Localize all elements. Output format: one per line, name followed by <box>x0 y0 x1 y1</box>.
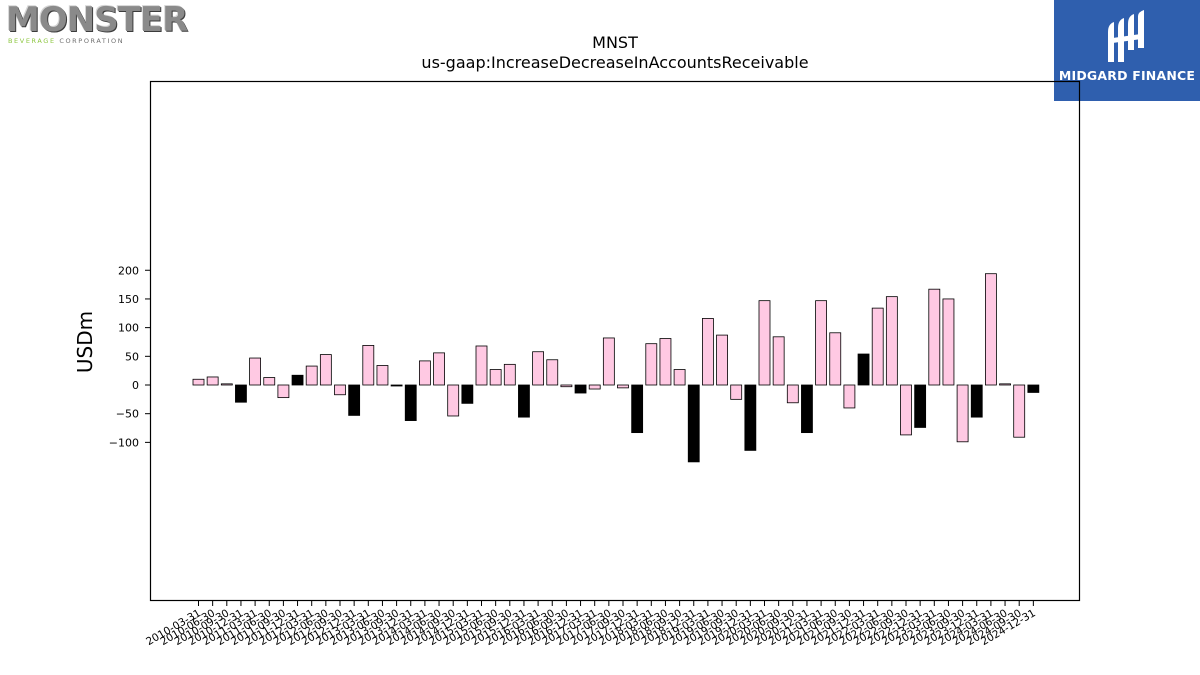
bars-group <box>192 273 1040 463</box>
bar-2014-06-30 <box>433 352 445 386</box>
bar-2022-06-30 <box>885 296 898 386</box>
midgard-finance-logo: MIDGARD FINANCE <box>1054 0 1200 101</box>
midgard-finance-name: MIDGARD FINANCE <box>1058 68 1196 83</box>
bar-2017-03-31 <box>588 384 601 390</box>
bar-2023-06-30 <box>942 298 955 386</box>
bar-2010-03-31 <box>192 378 205 386</box>
y-tick-label: 100 <box>118 322 139 335</box>
bar-2021-03-31 <box>815 300 827 386</box>
bar-2014-03-31 <box>418 360 431 386</box>
bar-2024-09-30 <box>1013 384 1026 438</box>
bar-2015-03-31 <box>475 345 488 386</box>
bar-2022-12-31 <box>914 384 927 428</box>
bar-2017-06-30 <box>602 337 615 386</box>
bar-2010-09-30 <box>220 383 233 386</box>
bar-2011-09-30 <box>277 384 290 399</box>
bar-2019-09-30 <box>730 384 743 400</box>
bar-2017-12-31 <box>631 384 644 434</box>
bar-2013-12-31 <box>404 384 417 421</box>
bar-2020-12-31 <box>801 384 813 434</box>
bar-2018-09-30 <box>673 369 686 386</box>
monster-logo: MONSTER BEVERAGE CORPORATION <box>4 0 188 46</box>
bar-2024-03-31 <box>985 273 997 386</box>
bar-2013-03-31 <box>362 345 375 386</box>
bar-2021-06-30 <box>829 332 842 386</box>
bar-2019-03-31 <box>702 318 714 386</box>
y-tick-label: 0 <box>132 379 139 392</box>
bar-2015-06-30 <box>489 369 502 386</box>
bar-2013-06-30 <box>376 365 389 386</box>
bar-2012-09-30 <box>334 384 346 396</box>
bar-2011-03-31 <box>249 357 262 386</box>
bar-2024-06-30 <box>999 383 1011 386</box>
chart-title: MNST <box>592 33 638 52</box>
bar-2010-06-30 <box>206 376 219 386</box>
bar-2012-12-31 <box>348 384 361 416</box>
monster-logo-tag-b: CORPORATION <box>55 37 125 45</box>
y-axis-label: USDm <box>73 311 97 373</box>
bar-2018-03-31 <box>645 343 658 386</box>
bar-2012-06-30 <box>319 354 332 386</box>
y-tick-label: 150 <box>118 293 139 306</box>
plot-frame <box>149 80 1081 602</box>
bar-2020-03-31 <box>758 300 771 386</box>
bar-2022-09-30 <box>900 384 912 436</box>
y-tick-label: −50 <box>116 408 139 421</box>
bar-2023-09-30 <box>956 384 969 443</box>
x-axis: 2010-03-312010-06-302010-09-302010-12-31… <box>144 600 1038 648</box>
bar-2015-12-31 <box>518 384 530 418</box>
y-tick-label: 50 <box>125 350 139 363</box>
bar-2021-09-30 <box>843 384 856 409</box>
bar-2023-12-31 <box>970 384 983 418</box>
bar-2022-03-31 <box>871 307 884 386</box>
bar-2020-06-30 <box>772 336 785 386</box>
y-tick-label: −100 <box>109 436 139 449</box>
y-axis: −100 −50 0 50 100 150 200 <box>109 264 151 449</box>
bar-2015-09-30 <box>503 363 516 386</box>
bar-2016-12-31 <box>574 384 587 394</box>
monster-logo-word: MONSTER <box>6 0 188 40</box>
bar-2016-06-30 <box>546 359 559 386</box>
bar-2012-03-31 <box>305 365 318 386</box>
monster-logo-tag-a: BEVERAGE <box>8 37 56 45</box>
bar-2021-12-31 <box>857 353 870 386</box>
chart-subtitle: us-gaap:IncreaseDecreaseInAccountsReceiv… <box>421 53 808 72</box>
bar-2019-06-30 <box>716 334 728 386</box>
bar-2016-03-31 <box>532 351 544 386</box>
bar-2019-12-31 <box>744 384 757 451</box>
bar-2010-12-31 <box>235 384 247 403</box>
bar-2014-12-31 <box>461 384 474 404</box>
bar-2024-12-31 <box>1027 384 1040 393</box>
bar-2014-09-30 <box>447 384 460 417</box>
bar-2023-03-31 <box>928 288 941 386</box>
midgard-mark-icon <box>1108 10 1144 62</box>
monster-logo-tagline: BEVERAGE CORPORATION <box>8 37 124 45</box>
y-tick-label: 200 <box>118 264 139 277</box>
bar-2011-12-31 <box>291 374 304 386</box>
bar-2020-09-30 <box>786 384 799 404</box>
bar-2013-09-30 <box>390 384 403 387</box>
bar-2017-09-30 <box>617 384 629 389</box>
bar-2018-06-30 <box>659 338 672 386</box>
bar-2016-09-30 <box>560 384 573 388</box>
bar-2011-06-30 <box>263 377 276 386</box>
bar-2018-12-31 <box>687 384 700 463</box>
